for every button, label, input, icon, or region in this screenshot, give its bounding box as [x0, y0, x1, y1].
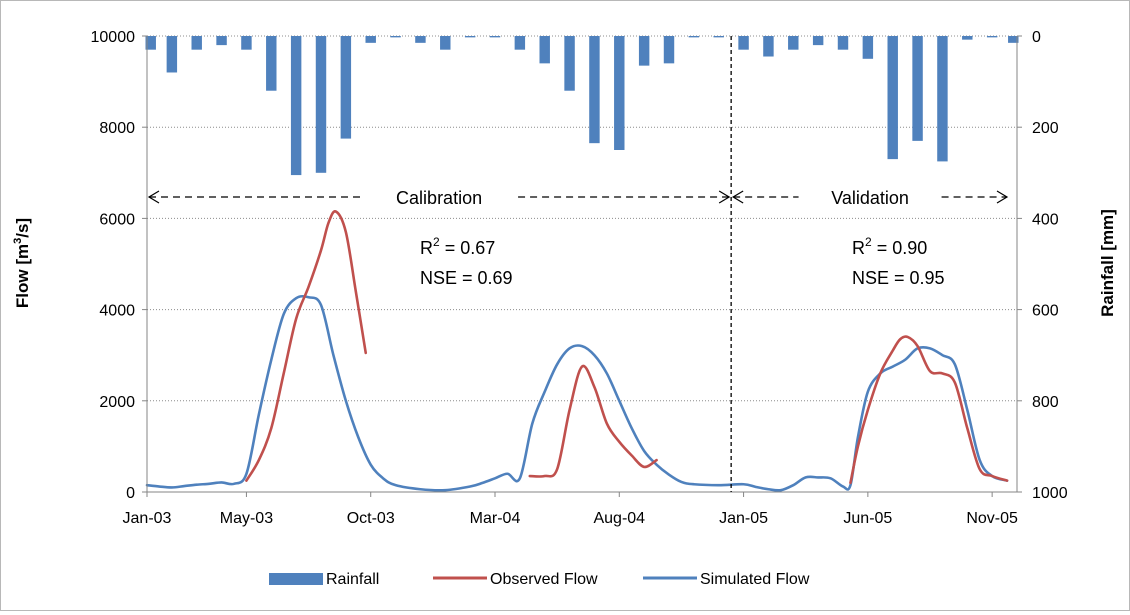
- rainfall-bar: [688, 36, 700, 38]
- y-left-tick-label: 0: [126, 485, 135, 502]
- y-left-tick-label: 10000: [91, 29, 136, 46]
- legend-rainfall-label: Rainfall: [326, 571, 379, 588]
- rainfall-bar: [862, 36, 874, 59]
- rainfall-bar: [986, 36, 998, 38]
- observed-flow-line: [245, 210, 368, 482]
- rainfall-bar: [1008, 36, 1019, 43]
- y-left-title-sup: 3: [12, 238, 24, 244]
- observed-flow-line: [849, 335, 1009, 485]
- period-arrow-head: [996, 190, 1009, 204]
- rainfall-bar: [191, 36, 202, 50]
- rainfall-bar: [390, 36, 401, 38]
- rainfall-bar: [614, 36, 625, 150]
- stats-validation-r2: R2 = 0.90: [852, 235, 927, 258]
- rainfall-bar: [464, 36, 476, 38]
- x-tick-label: Jan-05: [719, 510, 768, 527]
- rainfall-bar: [514, 36, 526, 50]
- rainfall-bar: [241, 36, 252, 50]
- rainfall-bar: [738, 36, 749, 50]
- rainfall-bar: [315, 36, 327, 173]
- y-right-tick-label: 200: [1032, 120, 1059, 137]
- rainfall-bar: [962, 36, 973, 40]
- x-tick-label: Oct-03: [347, 510, 395, 527]
- stats-calibration: R2 = 0.67 NSE = 0.69: [420, 235, 513, 288]
- flow-lines: [145, 210, 1009, 492]
- rainfall-bar: [539, 36, 550, 64]
- period-arrow-head: [147, 190, 160, 204]
- rainfall-bar: [812, 36, 824, 46]
- rainfall-bar: [912, 36, 923, 141]
- y-left-tick-label: 4000: [99, 303, 135, 320]
- y-left-tick-label: 2000: [99, 394, 135, 411]
- y-left-tick-label: 6000: [99, 211, 135, 228]
- y-left-title-tail: /s]: [13, 218, 32, 238]
- period-arrow-head: [718, 190, 731, 204]
- y-right-tick-label: 0: [1032, 29, 1041, 46]
- rainfall-bar: [837, 36, 849, 50]
- simulated-flow-line: [145, 294, 1009, 492]
- rainfall-bar: [489, 36, 501, 38]
- rainfall-bar: [365, 36, 376, 43]
- rainfall-bar: [564, 36, 575, 91]
- y-left-axis-title: Flow [m3/s]: [12, 218, 32, 308]
- rainfall-bar: [415, 36, 426, 43]
- y-left-tick-label: 8000: [99, 120, 135, 137]
- stats-calibration-nse: NSE = 0.69: [420, 268, 513, 288]
- stats-validation: R2 = 0.90 NSE = 0.95: [852, 235, 945, 288]
- rainfall-bar: [638, 36, 650, 66]
- x-tick-label: Jun-05: [843, 510, 892, 527]
- rainfall-bar: [887, 36, 898, 160]
- x-tick-label: May-03: [220, 510, 273, 527]
- rainfall-bar: [266, 36, 277, 91]
- rainfall-bar: [440, 36, 451, 50]
- legend-simulated-label: Simulated Flow: [700, 571, 810, 588]
- y-right-tick-label: 1000: [1032, 485, 1068, 502]
- observed-flow-line: [528, 364, 658, 478]
- rainfall-bar: [589, 36, 600, 144]
- rainfall-bar: [166, 36, 178, 73]
- rainfall-bar: [145, 36, 156, 50]
- y-right-tick-label: 800: [1032, 394, 1059, 411]
- rainfall-bar: [788, 36, 799, 50]
- period-arrow-head: [731, 190, 744, 204]
- y-right-axis-title: Rainfall [mm]: [1098, 209, 1117, 317]
- x-tick-label: Mar-04: [470, 510, 521, 527]
- rainfall-bar: [663, 36, 675, 64]
- rainfall-bar: [216, 36, 227, 46]
- x-tick-label: Aug-04: [593, 510, 645, 527]
- legend-observed-label: Observed Flow: [490, 571, 598, 588]
- y-left-title-main: Flow [m: [13, 244, 32, 308]
- x-tick-label: Nov-05: [966, 510, 1018, 527]
- rainfall-bars: [145, 36, 1019, 176]
- y-right-tick-label: 400: [1032, 211, 1059, 228]
- legend: Rainfall Observed Flow Simulated Flow: [269, 571, 810, 588]
- period-label: Validation: [831, 188, 909, 208]
- y-right-tick-label: 600: [1032, 303, 1059, 320]
- axes: 0 2000 4000 6000 8000 10000 0 200 400 600 800 1000 J…: [91, 29, 1068, 527]
- annotations: Calibration Validation: [147, 36, 1009, 492]
- period-label: Calibration: [396, 188, 482, 208]
- rainfall-bar: [713, 36, 724, 38]
- stats-validation-nse: NSE = 0.95: [852, 268, 945, 288]
- stats-calibration-r2: R2 = 0.67: [420, 235, 495, 258]
- rainfall-bar: [937, 36, 948, 162]
- rainfall-bar: [290, 36, 302, 176]
- x-tick-label: Jan-03: [123, 510, 172, 527]
- rainfall-bar: [340, 36, 352, 139]
- rainfall-bar: [763, 36, 774, 57]
- legend-rainfall-swatch: [269, 573, 323, 585]
